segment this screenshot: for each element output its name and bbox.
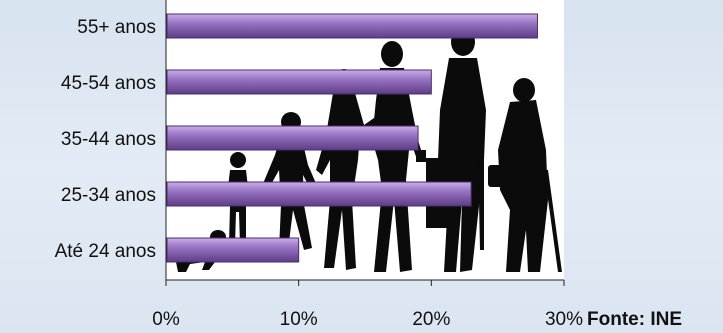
x-tick-label: 30%: [545, 309, 583, 330]
source-label: Fonte: INE: [587, 309, 682, 330]
x-axis-ticks: 0% 10% 20% 30%: [152, 280, 583, 330]
bar-35-44-anos: [166, 125, 419, 151]
x-tick-label: 20%: [412, 309, 450, 330]
bar-at-24-anos: [166, 237, 300, 263]
category-label: 25-34 anos: [61, 185, 156, 206]
bar-45-54-anos: [166, 69, 432, 95]
category-label: 55+ anos: [77, 17, 156, 38]
category-label: 35-44 anos: [61, 129, 156, 150]
x-tick-label: 10%: [280, 309, 318, 330]
bar-55-anos: [166, 13, 538, 39]
category-label: Até 24 anos: [55, 241, 156, 262]
middle-aged-woman-silhouette: [426, 28, 486, 272]
bar-25-34-anos: [166, 181, 472, 207]
adult-woman-silhouette: [372, 41, 426, 272]
x-tick-label: 0%: [152, 309, 180, 330]
category-labels: 55+ anos 45-54 anos 35-44 anos 25-34 anos At…: [55, 17, 156, 262]
bar-series: [166, 13, 538, 263]
elderly-woman-silhouette: [488, 78, 562, 272]
category-label: 45-54 anos: [61, 73, 156, 94]
